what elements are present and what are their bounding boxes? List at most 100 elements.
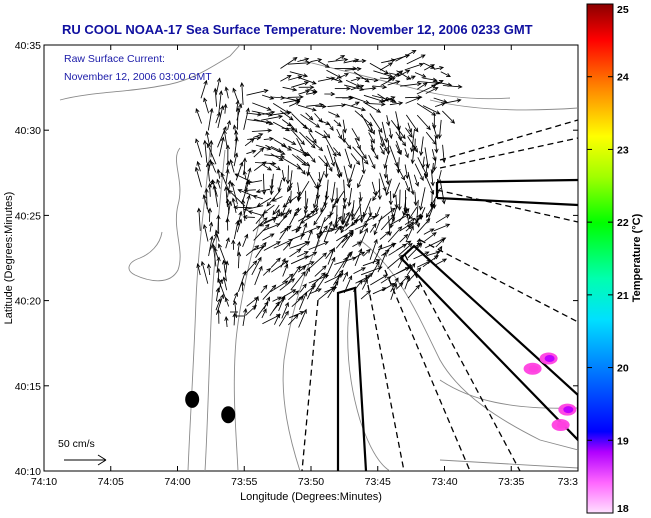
current-vector — [362, 272, 373, 283]
current-vector-head — [345, 211, 350, 217]
current-vector-head — [412, 145, 418, 151]
current-vector-head — [232, 87, 237, 93]
current-vector — [393, 182, 401, 198]
current-vector — [255, 242, 267, 258]
current-vector — [378, 129, 384, 147]
current-vector-head — [318, 146, 324, 152]
current-vector-head — [266, 106, 272, 111]
current-vector — [411, 128, 415, 152]
current-vector-head — [410, 190, 415, 196]
current-vector — [273, 139, 287, 147]
current-vector — [360, 266, 382, 276]
current-vector-head — [383, 138, 389, 143]
current-vector-head — [226, 119, 232, 125]
current-vector — [253, 195, 263, 200]
current-vector-head — [332, 224, 338, 230]
current-vector-head — [340, 228, 345, 234]
current-vector — [300, 113, 320, 128]
current-vector-head — [410, 159, 415, 165]
current-vector — [215, 230, 220, 242]
current-vector-head — [375, 212, 380, 218]
current-vector — [362, 259, 380, 267]
current-vector-head — [260, 213, 265, 218]
current-vector-head — [214, 229, 220, 235]
current-vector-head — [373, 238, 378, 244]
current-vector — [404, 63, 424, 71]
current-vector-head — [281, 177, 286, 182]
current-vector — [221, 172, 230, 192]
current-vector — [280, 57, 298, 69]
current-vector-head — [304, 81, 310, 86]
current-vector-head — [430, 181, 435, 187]
x-tick-label: 73:3 — [558, 476, 579, 488]
x-tick-label: 74:00 — [164, 476, 190, 488]
current-vector-head — [411, 50, 417, 54]
current-vector-head — [275, 223, 281, 228]
current-vector-head — [388, 134, 393, 140]
current-vector-head — [287, 187, 292, 193]
current-vector-head — [391, 98, 397, 103]
current-vector — [287, 165, 289, 184]
current-vector-head — [264, 301, 269, 307]
current-vector — [353, 71, 370, 83]
current-vector — [283, 137, 296, 145]
current-vector-head — [262, 241, 267, 247]
current-vector — [353, 267, 366, 274]
current-vector — [281, 170, 285, 182]
current-vector-head — [220, 136, 225, 142]
current-vector — [208, 264, 211, 276]
current-vector — [350, 153, 360, 165]
current-vector-head — [234, 291, 238, 297]
current-vector — [405, 180, 410, 192]
current-vector-head — [376, 108, 382, 113]
current-vector-head — [234, 173, 240, 178]
colorbar-tick-label: 18 — [617, 503, 629, 515]
current-vector — [244, 168, 251, 191]
current-vector-head — [409, 221, 415, 227]
current-vector-head — [231, 197, 236, 203]
current-vector — [215, 288, 219, 302]
current-vector-head — [216, 256, 221, 262]
current-vector — [345, 79, 361, 88]
current-vector — [416, 82, 428, 90]
current-vector — [326, 257, 336, 275]
colorbar-ticks: 18 19 20 21 22 23 24 25 — [587, 3, 629, 515]
current-vector — [297, 251, 309, 258]
current-vector — [208, 236, 213, 257]
current-vector — [361, 87, 376, 90]
current-vector-head — [282, 203, 288, 208]
current-vector — [334, 73, 349, 80]
current-vector — [405, 114, 419, 132]
current-vector-head — [370, 147, 375, 153]
current-vector — [314, 130, 327, 139]
current-vector-head — [384, 249, 390, 254]
current-vector-head — [397, 206, 402, 211]
current-vector-head — [366, 290, 372, 295]
current-vector-head — [220, 172, 225, 178]
current-vector-head — [398, 101, 404, 106]
current-vector-head — [366, 248, 371, 254]
current-vector-head — [312, 203, 318, 209]
current-vector-head — [417, 242, 423, 248]
current-vector-head — [272, 210, 277, 216]
current-vector — [390, 277, 399, 293]
colorbar-tick-label: 23 — [617, 144, 629, 156]
current-vector — [270, 257, 281, 268]
current-vector — [261, 115, 283, 121]
current-vector-head — [227, 179, 232, 185]
current-vector-head — [363, 223, 369, 228]
current-vector-head — [347, 252, 351, 258]
current-vector-head — [394, 277, 399, 283]
current-vector-head — [275, 208, 280, 214]
current-vector-head — [349, 230, 354, 236]
dash-line-2 — [365, 274, 405, 471]
current-vector-head — [437, 134, 442, 140]
current-vector-head — [235, 107, 241, 112]
current-vector — [232, 198, 237, 213]
current-vector — [233, 313, 236, 326]
current-vector — [380, 77, 396, 86]
current-vector — [300, 212, 318, 224]
current-vector-head — [241, 198, 246, 204]
current-vector — [236, 100, 239, 112]
current-vector-head — [283, 280, 289, 285]
